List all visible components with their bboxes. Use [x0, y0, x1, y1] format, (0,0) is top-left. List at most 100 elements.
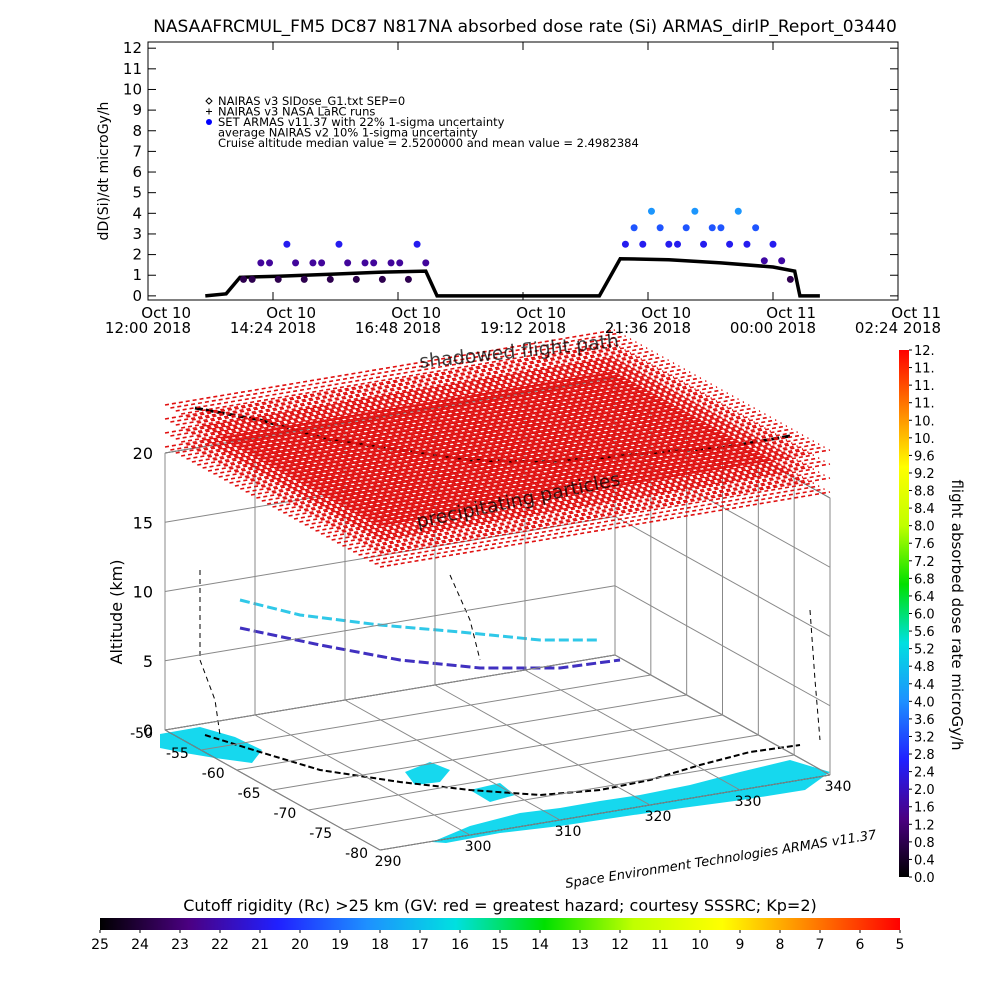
armas-dot: [352, 275, 360, 283]
mesh-line: [202, 378, 653, 455]
mesh-line: [309, 438, 761, 515]
colorbar-label: 11.: [914, 362, 935, 377]
mesh-line: [369, 443, 820, 520]
armas-dot: [257, 259, 265, 267]
mesh-line: [245, 388, 696, 465]
mesh-line: [272, 403, 723, 480]
credit: Space Environment Technologies ARMAS v11…: [564, 828, 878, 892]
mesh-line: [288, 412, 739, 489]
mesh-line: [266, 428, 718, 505]
armas-dot: [404, 275, 412, 283]
mesh-line: [223, 376, 675, 453]
x-tick-label: Oct 11 02:24 2018: [854, 304, 942, 337]
mesh-line: [309, 452, 761, 529]
armas-dot: [708, 224, 716, 232]
mesh-line: [320, 458, 772, 535]
cutoff-label: 10: [691, 937, 709, 953]
mesh-line: [358, 451, 809, 528]
armas-dot: [239, 275, 247, 283]
mesh-line: [240, 371, 691, 448]
armas-dot: [630, 224, 638, 232]
grid-line: [200, 674, 651, 751]
x-tick-label: Oct 10 14:24 2018: [229, 304, 317, 337]
armas-dot: [726, 240, 734, 248]
armas-dot: [378, 275, 386, 283]
armas-dot: [647, 207, 655, 215]
mesh-line: [250, 391, 702, 468]
mesh-line: [277, 420, 729, 497]
mesh-line: [266, 386, 718, 463]
y-tick-label: 11: [123, 60, 142, 78]
colorbar-label: 7.6: [914, 537, 935, 552]
armas-dot: [248, 275, 256, 283]
mesh-line: [175, 377, 626, 454]
mesh-line: [250, 377, 702, 454]
colorbar-label: 8.4: [914, 502, 935, 517]
colorbar-title: flight absorbed dose rate microGy/h: [948, 479, 966, 750]
nairas-line: [205, 256, 820, 298]
cutoff-title: Cutoff rigidity (Rc) >25 km (GV: red = g…: [183, 896, 817, 915]
grid-line: [344, 754, 795, 831]
z-axis-label: Altitude (km): [107, 560, 126, 665]
y-tick-label: 6: [132, 163, 142, 181]
cutoff-label: 20: [291, 937, 309, 953]
mesh-line: [315, 413, 766, 490]
mesh-line: [186, 355, 637, 432]
mesh-line: [299, 432, 750, 509]
mesh-line: [207, 395, 659, 472]
y-tick-label: -50: [130, 726, 153, 742]
y-tick-label: 5: [132, 184, 142, 202]
mesh-line: [191, 386, 643, 463]
mesh-line: [229, 379, 680, 456]
armas-dot: [292, 259, 300, 267]
mesh-line: [315, 455, 766, 532]
mesh-line: [272, 431, 723, 508]
z-tick-label: 10: [133, 583, 153, 602]
mesh-line: [293, 443, 745, 520]
y-tick-label: -60: [202, 766, 225, 782]
colorbar-label: 0.4: [914, 853, 935, 868]
colorbar-label: 1.6: [914, 801, 935, 816]
mesh-line: [283, 423, 734, 500]
x-tick-label: 310: [555, 824, 582, 840]
colorbar-label: 1.2: [914, 818, 935, 833]
armas-dot: [778, 257, 786, 265]
mesh-line: [320, 416, 772, 493]
mesh-line: [336, 439, 788, 516]
y-tick-label: 0: [132, 287, 142, 305]
armas-dot: [370, 259, 378, 267]
mesh-line: [272, 417, 723, 494]
mesh-line: [336, 453, 788, 530]
mesh-line: [213, 370, 664, 447]
mesh-line: [320, 444, 772, 521]
colorbar-label: 4.0: [914, 695, 935, 710]
mesh-line: [240, 413, 691, 490]
mesh-line: [315, 441, 766, 518]
colorbar-label: 11.: [914, 397, 935, 412]
mesh-line: [363, 468, 815, 545]
armas-dot: [621, 240, 629, 248]
mesh-line: [331, 450, 782, 527]
cutoff-label: 11: [651, 937, 669, 953]
mesh-line: [363, 454, 815, 531]
mesh-line: [293, 415, 745, 492]
mesh-line: [170, 332, 621, 409]
mesh-line: [342, 470, 793, 547]
colorbar-label: 10.: [914, 432, 935, 447]
track-lower: [239, 626, 621, 670]
x-tick-label: 340: [825, 779, 852, 795]
mesh-line: [358, 465, 809, 542]
mesh-line: [207, 381, 659, 458]
cutoff-label: 14: [531, 937, 549, 953]
land-shape: [432, 760, 830, 843]
mesh-line: [331, 436, 782, 513]
mesh-line: [331, 464, 782, 541]
mesh-line: [293, 429, 745, 506]
mesh-line: [379, 463, 831, 540]
z-tick-label: 0: [143, 721, 153, 740]
colorbar-label: 11.: [914, 379, 935, 394]
x-tick-label: 290: [375, 854, 402, 870]
mesh-line: [256, 394, 707, 471]
